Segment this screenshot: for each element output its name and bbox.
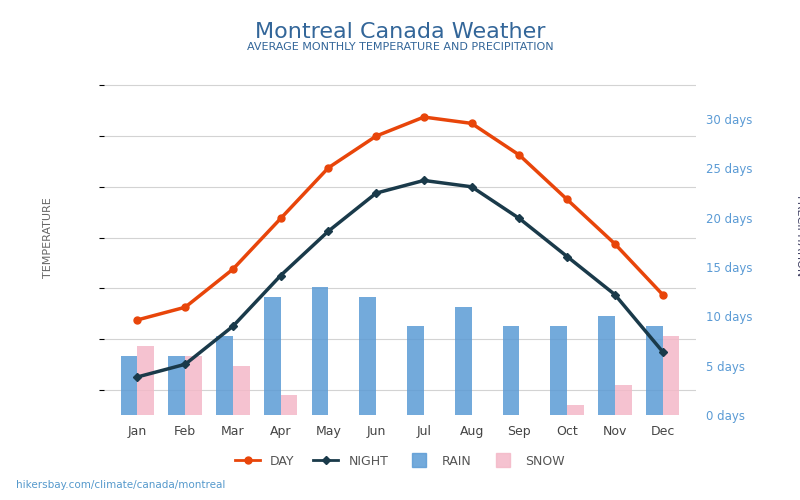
Bar — [312, 287, 328, 415]
NIGHT — [323, 228, 333, 234]
Bar — [233, 366, 250, 415]
Bar — [185, 356, 202, 415]
NIGHT — [180, 362, 190, 368]
DAY — [133, 317, 142, 323]
Y-axis label: PRECIPITATION: PRECIPITATION — [794, 196, 800, 278]
Text: Montreal Canada Weather: Montreal Canada Weather — [254, 22, 546, 42]
Bar — [169, 356, 185, 415]
Bar — [615, 386, 631, 415]
DAY — [658, 292, 667, 298]
DAY — [562, 196, 572, 202]
Bar — [407, 326, 424, 415]
Bar — [281, 396, 298, 415]
NIGHT — [276, 272, 286, 278]
DAY — [371, 133, 381, 139]
NIGHT — [133, 374, 142, 380]
NIGHT — [419, 178, 429, 184]
NIGHT — [467, 184, 477, 190]
Legend: DAY, NIGHT, RAIN, SNOW: DAY, NIGHT, RAIN, SNOW — [230, 450, 570, 472]
Bar — [264, 296, 281, 415]
Line: NIGHT: NIGHT — [134, 178, 666, 380]
Bar — [216, 336, 233, 415]
DAY — [419, 114, 429, 120]
Bar — [138, 346, 154, 415]
DAY — [467, 120, 477, 126]
Bar — [662, 336, 679, 415]
Bar — [567, 405, 584, 415]
Bar — [598, 316, 615, 415]
NIGHT — [228, 323, 238, 329]
DAY — [180, 304, 190, 310]
DAY — [323, 165, 333, 171]
NIGHT — [562, 254, 572, 260]
Text: AVERAGE MONTHLY TEMPERATURE AND PRECIPITATION: AVERAGE MONTHLY TEMPERATURE AND PRECIPIT… — [246, 42, 554, 52]
NIGHT — [610, 292, 620, 298]
Bar — [502, 326, 519, 415]
Bar — [455, 306, 472, 415]
DAY — [276, 216, 286, 222]
Bar — [550, 326, 567, 415]
Line: DAY: DAY — [134, 114, 666, 324]
NIGHT — [658, 348, 667, 354]
DAY — [514, 152, 524, 158]
Bar — [359, 296, 376, 415]
DAY — [228, 266, 238, 272]
Y-axis label: TEMPERATURE: TEMPERATURE — [42, 197, 53, 278]
DAY — [610, 241, 620, 247]
NIGHT — [514, 216, 524, 222]
Text: hikersbay.com/climate/canada/montreal: hikersbay.com/climate/canada/montreal — [16, 480, 226, 490]
Bar — [646, 326, 662, 415]
Bar — [121, 356, 138, 415]
NIGHT — [371, 190, 381, 196]
